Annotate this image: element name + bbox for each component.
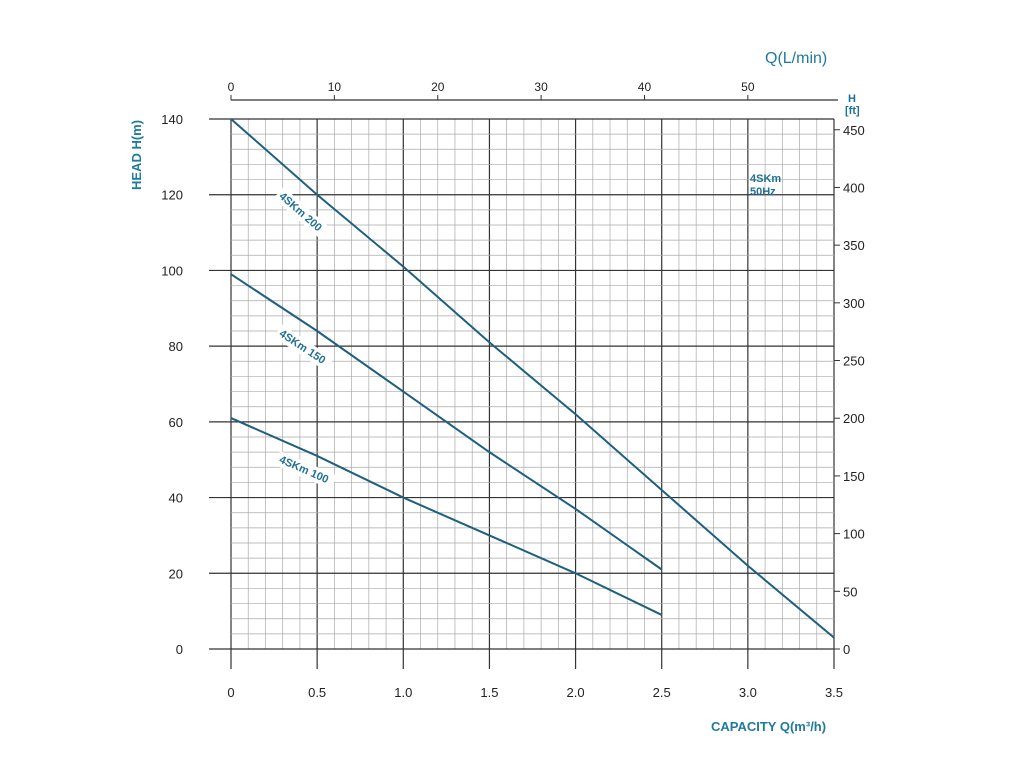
- y-tick-label: 100: [161, 263, 183, 278]
- top-tick-label: 20: [431, 80, 445, 94]
- y-tick-label: 60: [169, 415, 183, 430]
- x-tick-label: 2.5: [653, 685, 671, 700]
- grid: [209, 118, 835, 669]
- annotation-frequency: 50Hz: [750, 186, 776, 198]
- series-label-background: [273, 186, 331, 240]
- y-tick-label: 140: [161, 112, 183, 127]
- y-tick-label: 80: [169, 339, 183, 354]
- right-tick-label: 450: [843, 123, 865, 138]
- right-tick-label: 150: [843, 469, 865, 484]
- x-axis-title: CAPACITY Q(m³/h): [711, 719, 826, 734]
- right-tick-label: 200: [843, 411, 865, 426]
- right-tick-label: 300: [843, 296, 865, 311]
- y-axis-title: HEAD H(m): [129, 120, 144, 190]
- top-tick-label: 30: [534, 80, 548, 94]
- right-tick-label: 400: [843, 180, 865, 195]
- series-line-4skm-150: [230, 273, 663, 571]
- x-tick-label: 2.0: [567, 685, 585, 700]
- top-tick-label: 0: [228, 80, 235, 94]
- y-tick-label: 40: [169, 491, 183, 506]
- right-tick-label: 100: [843, 527, 865, 542]
- right-axis-title-ft: [ft]: [845, 105, 860, 117]
- series-label-background: [273, 324, 334, 372]
- top-tick-label: 40: [638, 80, 652, 94]
- series-label-background: [274, 450, 337, 490]
- y-tick-label: 120: [161, 188, 183, 203]
- x-tick-label: 0.5: [308, 685, 326, 700]
- y-tick-label: 20: [169, 566, 183, 581]
- top-tick-label: 10: [328, 80, 342, 94]
- x-tick-label: 1.5: [480, 685, 498, 700]
- right-tick-label: 250: [843, 354, 865, 369]
- right-tick-label: 0: [843, 642, 850, 657]
- right-tick-label: 350: [843, 238, 865, 253]
- x-tick-label: 1.0: [394, 685, 412, 700]
- x-tick-label: 0: [227, 685, 234, 700]
- top-x-axis-title: Q(L/min): [765, 50, 827, 67]
- annotation-model: 4SKm: [750, 173, 781, 185]
- top-tick-label: 50: [741, 80, 755, 94]
- right-axis-title-h: H: [848, 93, 856, 105]
- x-tick-label: 3.5: [825, 685, 843, 700]
- y-tick-label: 0: [176, 642, 183, 657]
- right-tick-label: 50: [843, 584, 857, 599]
- series-line-4skm-200: [230, 118, 835, 639]
- series-line-4skm-100: [230, 417, 663, 616]
- x-tick-label: 3.0: [739, 685, 757, 700]
- axes: 0 0.5 1.0 1.5 2.0 2.5 3.0 3.5020406080100120140…: [161, 80, 864, 700]
- series-lines: [230, 118, 835, 639]
